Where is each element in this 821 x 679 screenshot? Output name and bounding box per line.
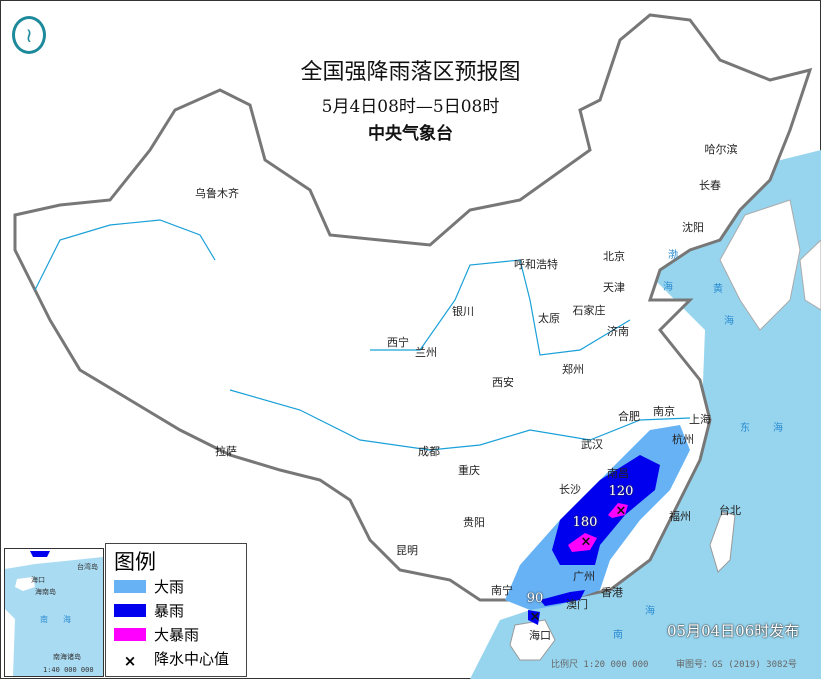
- yangtze-river: [229, 389, 691, 451]
- severe-rainstorm-area: [568, 533, 597, 552]
- rain-center-value: 90: [526, 591, 544, 606]
- legend-item: × 降水中心值: [114, 649, 230, 670]
- publish-time: 05月04日06时发布: [667, 622, 800, 640]
- legend-swatch: [114, 579, 146, 593]
- rain-center-marker: ×: [529, 609, 541, 625]
- city-label: 杭州: [672, 433, 694, 446]
- sea-label: 海: [645, 606, 655, 617]
- city-label: 哈尔滨: [704, 143, 738, 156]
- legend-swatch: [114, 603, 146, 617]
- south-china-sea-inset: 台湾岛 海口 海南岛 南 海 南海诸岛 90 1:40 000 000: [4, 548, 104, 677]
- forecast-period: 5月4日08时—5日08时: [321, 97, 500, 117]
- inset-label: 海: [63, 615, 71, 624]
- city-label: 兰州: [415, 346, 437, 359]
- legend-label: 降水中心值: [154, 649, 230, 668]
- inset-label: 90: [17, 552, 26, 560]
- cross-icon: ×: [123, 651, 137, 670]
- city-label: 长沙: [559, 483, 581, 496]
- city-label: 西宁: [387, 336, 409, 349]
- city-label: 贵阳: [463, 516, 485, 529]
- legend: 图例 大雨 暴雨 大暴雨 × 降水中心值: [105, 543, 247, 677]
- city-label: 南昌: [607, 467, 629, 480]
- city-label: 太原: [538, 312, 560, 325]
- sea-label: 海: [724, 316, 734, 327]
- sea-label: 南: [613, 630, 623, 641]
- inset-label: 海南岛: [35, 588, 56, 596]
- sea-label: 黄: [713, 284, 723, 295]
- city-label: 重庆: [458, 464, 480, 477]
- legend-label: 大雨: [154, 577, 185, 596]
- legend-title: 图例: [114, 550, 156, 574]
- rain-center-marker: ×: [615, 503, 627, 519]
- map-title: 全国强降雨落区预报图: [300, 60, 521, 85]
- severe-rainstorm-area: [608, 503, 628, 518]
- sea-label: 东: [740, 423, 750, 434]
- korea-land: [719, 199, 801, 331]
- rain-center-value: 180: [572, 515, 598, 530]
- city-label: 拉萨: [215, 445, 237, 458]
- city-label: 成都: [418, 445, 440, 458]
- legend-label: 大暴雨: [154, 625, 200, 644]
- city-label: 南京: [653, 405, 675, 418]
- city-label: 济南: [607, 325, 629, 338]
- city-label: 沈阳: [682, 221, 704, 234]
- city-label: 合肥: [618, 410, 640, 423]
- city-label: 昆明: [396, 544, 418, 557]
- city-label: 上海: [689, 413, 711, 426]
- yellow-river: [370, 259, 631, 356]
- inset-label: 台湾岛: [77, 563, 98, 571]
- legend-item: 暴雨: [114, 601, 185, 620]
- sea-label: 渤: [668, 250, 678, 261]
- city-label: 南宁: [491, 584, 513, 597]
- city-label: 乌鲁木齐: [195, 187, 239, 200]
- rainstorm-area-coast: [528, 590, 585, 625]
- inset-label: 南海诸岛: [53, 653, 81, 661]
- legend-swatch: [114, 627, 146, 641]
- city-label: 海口: [529, 629, 551, 642]
- city-label: 银川: [452, 305, 474, 318]
- city-label: 长春: [699, 179, 721, 192]
- city-label: 天津: [603, 281, 625, 294]
- approval-number: 审图号：GS (2019) 3082号: [676, 660, 797, 670]
- taiwan-island: [709, 511, 736, 573]
- tarim-river: [34, 219, 216, 291]
- japan-land: [799, 239, 821, 311]
- city-label: 武汉: [581, 438, 603, 451]
- sea-label: 海: [663, 282, 673, 293]
- legend-item: 大雨: [114, 577, 185, 596]
- cma-logo-icon: ≀: [12, 16, 46, 54]
- legend-item: 大暴雨: [114, 625, 200, 644]
- city-label: 北京: [603, 250, 625, 263]
- rain-center-value: 120: [608, 484, 634, 499]
- city-label: 澳门: [566, 598, 588, 611]
- city-label: 香港: [601, 586, 623, 599]
- inset-scale: 1:40 000 000: [43, 666, 94, 674]
- rain-center-marker: ×: [580, 534, 592, 550]
- sea-label: 海: [773, 423, 783, 434]
- issuer: 中央气象台: [368, 124, 453, 144]
- city-label: 西安: [492, 376, 514, 389]
- city-label: 石家庄: [572, 304, 606, 317]
- inset-label: 海口: [31, 576, 45, 584]
- map-scale: 比例尺 1:20 000 000: [551, 660, 649, 670]
- china-land: [13, 13, 813, 602]
- city-label: 呼和浩特: [514, 258, 558, 271]
- city-label: 广州: [573, 570, 595, 583]
- legend-label: 暴雨: [154, 601, 185, 620]
- city-label: 福州: [669, 510, 691, 523]
- city-label: 台北: [719, 504, 741, 517]
- city-label: 郑州: [562, 363, 584, 376]
- inset-label: 南: [40, 615, 48, 624]
- hainan-island: [509, 619, 556, 661]
